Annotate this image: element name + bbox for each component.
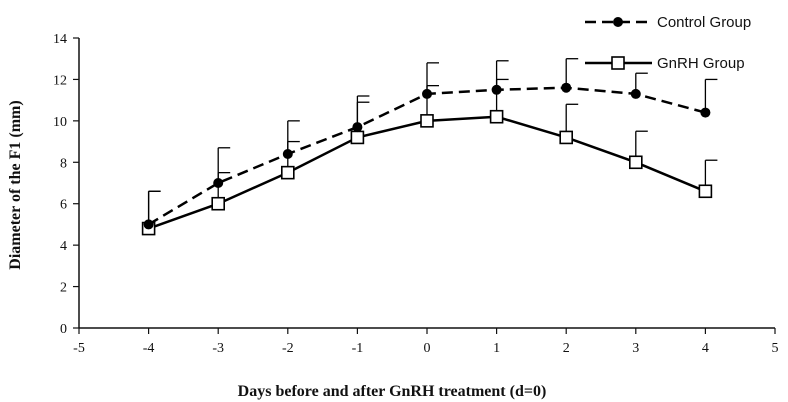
gnrh-point: [559, 130, 574, 145]
x-tick-label: 4: [702, 341, 709, 356]
y-tick-label: 12: [53, 73, 67, 88]
y-tick-label: 4: [60, 239, 67, 254]
y-tick-label: 14: [53, 32, 67, 47]
control-point: [491, 84, 502, 95]
x-ticks: -5 -4 -3 -2 -1 0 1 2 3 4 5: [73, 328, 779, 356]
y-ticks: 0 2 4 6 8 10 12 14: [53, 32, 79, 337]
legend-gnrh-marker: [611, 56, 625, 70]
control-point: [700, 107, 711, 118]
legend-control-label: Control Group: [657, 14, 751, 31]
x-tick-label: -4: [143, 341, 155, 356]
control-point: [282, 149, 293, 159]
x-tick-label: 1: [493, 341, 500, 356]
x-tick-label: -2: [282, 341, 294, 356]
gnrh-point: [698, 184, 713, 199]
gnrh-line: [148, 115, 706, 230]
y-tick-label: 6: [60, 198, 67, 213]
series-gnrh: [141, 78, 718, 236]
gnrh-point: [211, 196, 225, 211]
y-tick-label: 8: [60, 156, 67, 171]
x-tick-label: 3: [632, 341, 639, 356]
x-tick-label: 0: [424, 341, 431, 356]
legend-control-marker: [613, 17, 623, 27]
x-tick-label: 5: [772, 341, 779, 356]
x-tick-label: -5: [73, 341, 85, 356]
gnrh-point: [350, 130, 365, 145]
series-control: [143, 58, 718, 230]
legend: Control Group GnRH Group: [585, 14, 751, 72]
control-point: [352, 122, 363, 133]
control-point: [630, 88, 641, 99]
control-point: [422, 88, 432, 99]
x-tick-label: -1: [352, 341, 364, 356]
y-axis-title: Diameter of the F1 (mm): [7, 100, 24, 269]
gnrh-point: [489, 109, 504, 124]
y-tick-label: 2: [60, 281, 67, 296]
x-tick-label: -3: [212, 341, 224, 356]
y-tick-label: 10: [53, 115, 67, 130]
legend-gnrh-label: GnRH Group: [657, 55, 745, 72]
gnrh-point: [280, 165, 295, 180]
y-tick-label: 0: [60, 322, 67, 337]
x-tick-label: 2: [563, 341, 570, 356]
control-point: [143, 219, 154, 230]
series-layer: [141, 58, 718, 236]
x-axis-title: Days before and after GnRH treatment (d=…: [238, 383, 547, 400]
gnrh-point: [420, 114, 434, 128]
control-point: [213, 178, 224, 188]
control-point: [561, 82, 572, 93]
gnrh-point: [628, 155, 643, 170]
